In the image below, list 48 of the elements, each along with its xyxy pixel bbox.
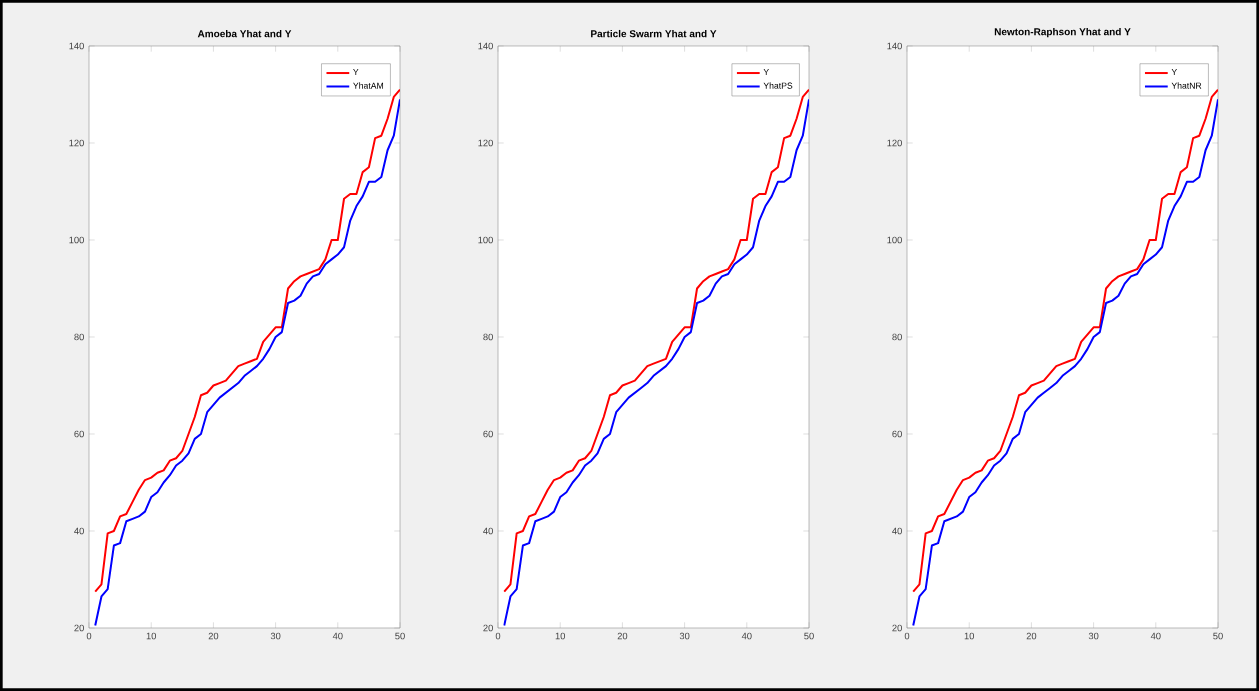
x-tick-label: 40: [332, 632, 343, 640]
y-tick-label: 80: [483, 333, 493, 341]
y-tick-label: 80: [892, 333, 902, 341]
y-tick-label: 140: [69, 42, 84, 50]
x-tick-label: 30: [679, 632, 690, 640]
x-tick-label: 10: [555, 632, 566, 640]
y-tick-label: 20: [74, 624, 84, 632]
x-tick-label: 30: [270, 632, 281, 640]
chart-title: Amoeba Yhat and Y: [197, 29, 292, 38]
x-tick-label: 40: [741, 632, 752, 640]
y-tick-label: 60: [892, 430, 902, 438]
chart-title: Newton-Raphson Yhat and Y: [994, 27, 1131, 38]
x-tick-label: 50: [395, 632, 405, 640]
y-tick-label: 140: [478, 42, 493, 50]
legend-label: Y: [763, 69, 769, 76]
y-tick-label: 140: [887, 42, 902, 50]
x-tick-label: 20: [617, 632, 628, 640]
y-tick-label: 60: [74, 430, 84, 438]
y-tick-label: 80: [74, 333, 84, 341]
y-tick-label: 120: [69, 139, 84, 147]
y-tick-label: 40: [74, 527, 84, 535]
x-tick-label: 20: [208, 632, 219, 640]
legend-label: Y: [1171, 69, 1177, 76]
x-tick-label: 20: [1026, 632, 1037, 640]
y-tick-label: 20: [892, 624, 902, 632]
x-tick-label: 50: [804, 632, 814, 640]
y-tick-label: 120: [887, 139, 902, 147]
chart-title: Particle Swarm Yhat and Y: [591, 29, 717, 38]
y-tick-label: 100: [69, 236, 84, 244]
legend-label: YhatNR: [1171, 82, 1202, 89]
legend-label: Y: [353, 69, 359, 76]
y-tick-label: 40: [892, 527, 902, 535]
x-tick-label: 50: [1213, 632, 1223, 640]
x-tick-label: 10: [146, 632, 157, 640]
y-tick-label: 60: [483, 430, 493, 438]
legend-label: YhatPS: [763, 82, 793, 89]
y-tick-label: 120: [478, 139, 493, 147]
x-tick-label: 0: [86, 632, 92, 640]
x-tick-label: 0: [495, 632, 501, 640]
x-tick-label: 40: [1150, 632, 1161, 640]
x-tick-label: 10: [964, 632, 975, 640]
x-tick-label: 30: [1088, 632, 1099, 640]
y-tick-label: 20: [483, 624, 493, 632]
legend-label: YhatAM: [353, 82, 384, 89]
y-tick-label: 100: [887, 236, 902, 244]
x-tick-label: 0: [904, 632, 910, 640]
y-tick-label: 40: [483, 527, 493, 535]
y-tick-label: 100: [478, 236, 493, 244]
